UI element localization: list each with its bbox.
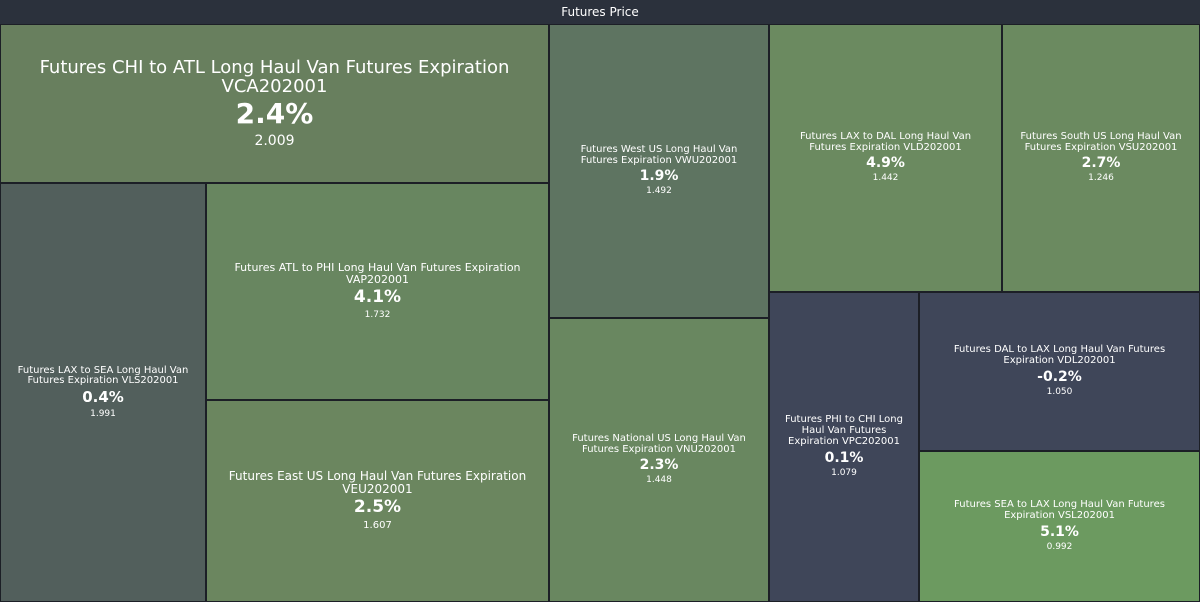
treemap-tile[interactable]: Futures PHI to CHI Long Haul Van Futures…	[769, 292, 919, 602]
tile-label: Futures CHI to ATL Long Haul Van Futures…	[39, 56, 510, 97]
tile-price: 1.079	[831, 467, 857, 478]
tile-change: 2.4%	[235, 97, 314, 131]
treemap-tile[interactable]: Futures LAX to DAL Long Haul Van Futures…	[769, 24, 1002, 292]
tile-price: 0.992	[1046, 541, 1073, 552]
treemap-tile[interactable]: Futures SEA to LAX Long Haul Van Futures…	[919, 451, 1200, 602]
tile-price: 1.246	[1088, 173, 1114, 184]
tile-change: 4.1%	[353, 287, 402, 308]
tile-change: 2.7%	[1081, 155, 1121, 172]
tile-label: Futures National US Long Haul Van Future…	[572, 432, 746, 455]
tile-label: Futures East US Long Haul Van Futures Ex…	[228, 469, 527, 497]
treemap-tile[interactable]: Futures West US Long Haul Van Futures Ex…	[549, 24, 769, 318]
tile-label: Futures PHI to CHI Long Haul Van Futures…	[785, 414, 903, 447]
tile-change: 5.1%	[1040, 523, 1079, 540]
tile-label: Futures DAL to LAX Long Haul Van Futures…	[953, 344, 1166, 367]
tile-change: 1.9%	[639, 168, 679, 185]
tile-price: 1.448	[646, 475, 672, 486]
treemap-tile[interactable]: Futures LAX to SEA Long Haul Van Futures…	[0, 183, 206, 602]
tile-label: Futures LAX to DAL Long Haul Van Futures…	[799, 130, 972, 153]
tile-change: 0.1%	[824, 449, 864, 466]
tile-change: 4.9%	[866, 155, 905, 172]
treemap-tile[interactable]: Futures ATL to PHI Long Haul Van Futures…	[206, 183, 549, 400]
tile-price: 1.732	[364, 309, 391, 320]
treemap-tile[interactable]: Futures CHI to ATL Long Haul Van Futures…	[0, 24, 549, 183]
tile-price: 1.442	[872, 173, 899, 184]
tile-label: Futures ATL to PHI Long Haul Van Futures…	[234, 261, 521, 287]
treemap-tile[interactable]: Futures East US Long Haul Van Futures Ex…	[206, 400, 549, 602]
tile-change: -0.2%	[1037, 368, 1082, 385]
treemap-tile[interactable]: Futures South US Long Haul Van Futures E…	[1002, 24, 1200, 292]
tile-label: Futures West US Long Haul Van Futures Ex…	[580, 143, 738, 166]
treemap-tile[interactable]: Futures DAL to LAX Long Haul Van Futures…	[919, 292, 1200, 451]
tile-price: 2.009	[254, 132, 295, 149]
tile-price: 1.607	[363, 519, 392, 531]
tile-change: 0.4%	[82, 388, 124, 407]
tile-label: Futures LAX to SEA Long Haul Van Futures…	[17, 364, 189, 387]
tile-price: 1.492	[646, 186, 672, 197]
treemap-tile[interactable]: Futures National US Long Haul Van Future…	[549, 318, 769, 602]
tile-label: Futures SEA to LAX Long Haul Van Futures…	[954, 499, 1165, 522]
chart-title: Futures Price	[0, 0, 1200, 24]
treemap: Futures CHI to ATL Long Haul Van Futures…	[0, 24, 1200, 602]
tile-change: 2.5%	[353, 497, 402, 518]
tile-price: 1.050	[1046, 386, 1073, 397]
tile-change: 2.3%	[639, 457, 679, 474]
tile-price: 1.991	[90, 408, 116, 419]
tile-label: Futures South US Long Haul Van Futures E…	[1020, 130, 1182, 153]
